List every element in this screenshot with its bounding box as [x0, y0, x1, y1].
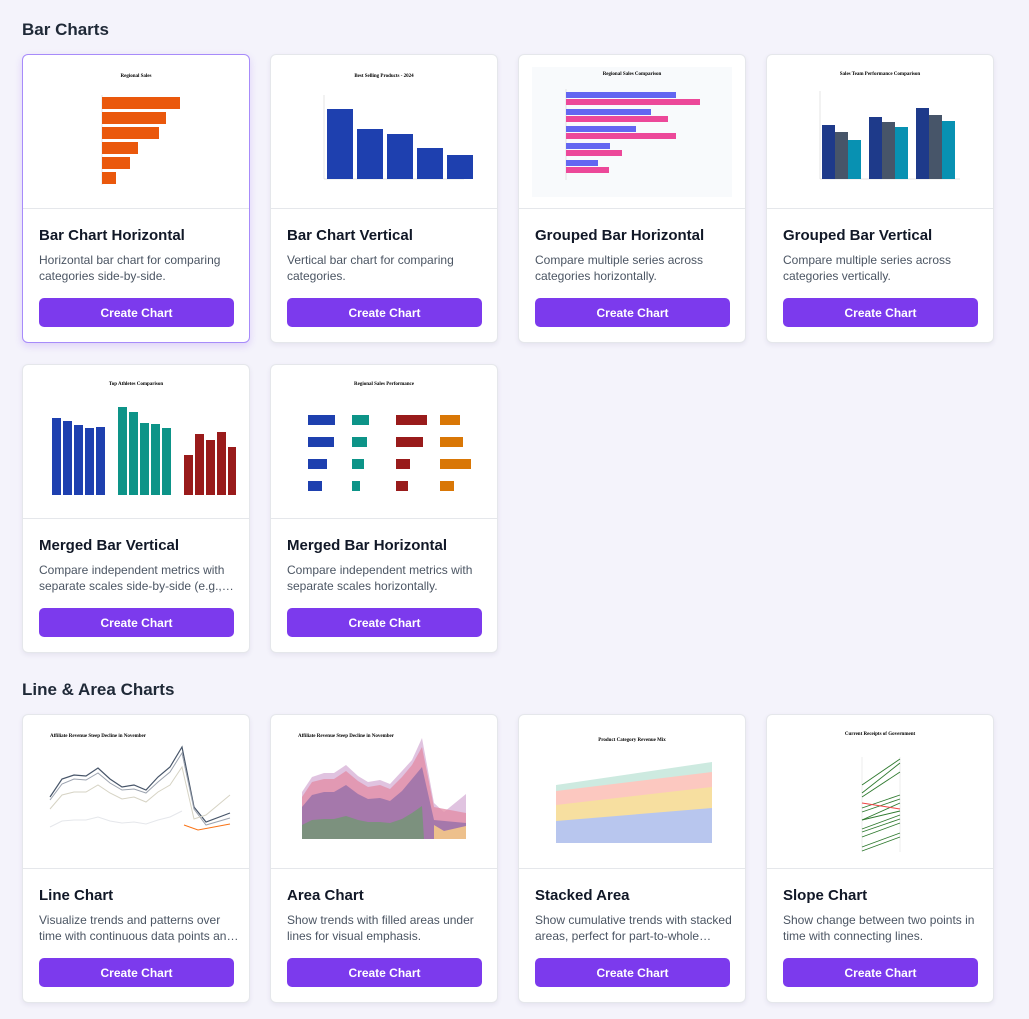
- svg-text:Sales Team Performance Compari: Sales Team Performance Comparison: [840, 72, 921, 77]
- card-title: Area Chart: [287, 887, 364, 904]
- card-description: Horizontal bar chart for comparing categ…: [39, 253, 221, 283]
- bar-horizontal-preview: Regional Sales: [101, 74, 180, 185]
- thumbnail-slope-chart: Current Receipts of Government: [767, 715, 993, 869]
- card-title: Merged Bar Horizontal: [287, 537, 448, 554]
- section-title-bar-charts: Bar Charts: [22, 20, 109, 39]
- grouped-bar-horizontal-preview: Regional Sales Comparison: [532, 66, 732, 197]
- line-area-charts-grid: Affiliate Revenue Steep Decline in Novem…: [22, 714, 994, 1003]
- svg-text:Best Selling Products - 2024: Best Selling Products - 2024: [354, 74, 414, 79]
- card-title: Grouped Bar Vertical: [783, 227, 933, 244]
- card-description: Compare independent metrics with separat…: [287, 563, 473, 593]
- svg-text:Top Athletes Comparison: Top Athletes Comparison: [109, 382, 163, 387]
- card-description: Compare independent metrics with separat…: [39, 563, 225, 593]
- template-card-merged-bar-horizontal[interactable]: Regional Sales Performance Merged Bar Ho…: [270, 364, 498, 653]
- thumbnail-merged-bar-vertical: Top Athletes Comparison: [23, 365, 249, 519]
- slope-chart-preview: Current Receipts of Government: [845, 732, 916, 852]
- card-description: Compare multiple series across categorie…: [783, 253, 952, 283]
- bar-vertical-preview: Best Selling Products - 2024: [323, 74, 473, 179]
- thumbnail-area-chart: Affiliate Revenue Steep Decline in Novem…: [271, 715, 497, 869]
- template-card-area-chart[interactable]: Affiliate Revenue Steep Decline in Novem…: [270, 714, 498, 1003]
- create-chart-button[interactable]: Create Chart: [287, 298, 482, 327]
- section-title-line-area-charts: Line & Area Charts: [22, 680, 175, 699]
- create-chart-button[interactable]: Create Chart: [783, 298, 978, 327]
- template-card-merged-bar-vertical[interactable]: Top Athletes Comparison Merged Bar Verti…: [22, 364, 250, 653]
- svg-text:Affiliate Revenue Steep Declin: Affiliate Revenue Steep Decline in Novem…: [50, 734, 147, 739]
- card-title: Bar Chart Horizontal: [39, 227, 185, 244]
- card-title: Merged Bar Vertical: [39, 537, 180, 554]
- thumbnail-grouped-bar-vertical: Sales Team Performance Comparison: [767, 55, 993, 209]
- thumbnail-line-chart: Affiliate Revenue Steep Decline in Novem…: [23, 715, 249, 869]
- svg-text:Regional Sales Performance: Regional Sales Performance: [354, 382, 415, 387]
- svg-text:Affiliate Revenue Steep Declin: Affiliate Revenue Steep Decline in Novem…: [298, 734, 395, 739]
- svg-text:Current Receipts of Government: Current Receipts of Government: [845, 732, 916, 737]
- stacked-area-preview: Product Category Revenue Mix: [556, 738, 712, 843]
- template-card-bar-chart-horizontal[interactable]: Regional Sales Bar Chart Horizontal Hori…: [22, 54, 250, 343]
- merged-bar-vertical-preview: Top Athletes Comparison: [52, 382, 236, 495]
- card-title: Slope Chart: [783, 887, 868, 904]
- card-title: Line Chart: [39, 887, 114, 904]
- merged-bar-horizontal-preview: Regional Sales Performance: [308, 382, 471, 491]
- template-card-line-chart[interactable]: Affiliate Revenue Steep Decline in Novem…: [22, 714, 250, 1003]
- template-card-stacked-area[interactable]: Product Category Revenue Mix Stacked Are…: [518, 714, 746, 1003]
- svg-text:Regional Sales: Regional Sales: [121, 74, 152, 79]
- thumbnail-grouped-bar-horizontal: Regional Sales Comparison: [519, 55, 745, 209]
- card-description: Compare multiple series across categorie…: [535, 253, 704, 283]
- grouped-bar-vertical-preview: Sales Team Performance Comparison: [819, 72, 960, 179]
- create-chart-button[interactable]: Create Chart: [287, 958, 482, 987]
- thumbnail-stacked-area: Product Category Revenue Mix: [519, 715, 745, 869]
- card-description: Show cumulative trends with stacked area…: [535, 913, 732, 943]
- create-chart-button[interactable]: Create Chart: [39, 298, 234, 327]
- thumbnail-bar-horizontal: Regional Sales: [23, 55, 249, 209]
- template-card-bar-chart-vertical[interactable]: Best Selling Products - 2024 Bar Chart V…: [270, 54, 498, 343]
- template-card-grouped-bar-horizontal[interactable]: Regional Sales Comparison Grouped Bar Ho…: [518, 54, 746, 343]
- card-description: Vertical bar chart for comparing categor…: [287, 253, 454, 283]
- create-chart-button[interactable]: Create Chart: [39, 958, 234, 987]
- line-chart-preview: Affiliate Revenue Steep Decline in Novem…: [49, 734, 231, 831]
- create-chart-button[interactable]: Create Chart: [287, 608, 482, 637]
- create-chart-button[interactable]: Create Chart: [535, 958, 730, 987]
- create-chart-button[interactable]: Create Chart: [39, 608, 234, 637]
- create-chart-button[interactable]: Create Chart: [783, 958, 978, 987]
- bar-charts-grid: Regional Sales Bar Chart Horizontal Hori…: [22, 54, 994, 653]
- create-chart-button[interactable]: Create Chart: [535, 298, 730, 327]
- svg-text:Regional Sales Comparison: Regional Sales Comparison: [603, 72, 662, 77]
- svg-text:Product Category Revenue Mix: Product Category Revenue Mix: [598, 738, 666, 743]
- card-description: Show trends with filled areas under line…: [287, 913, 474, 943]
- thumbnail-merged-bar-horizontal: Regional Sales Performance: [271, 365, 497, 519]
- card-title: Bar Chart Vertical: [287, 227, 413, 244]
- thumbnail-bar-vertical: Best Selling Products - 2024: [271, 55, 497, 209]
- area-chart-preview: Affiliate Revenue Steep Decline in Novem…: [298, 734, 466, 839]
- template-card-slope-chart[interactable]: Current Receipts of Government Slope Cha…: [766, 714, 994, 1003]
- card-description: Visualize trends and patterns over time …: [39, 913, 234, 943]
- template-card-grouped-bar-vertical[interactable]: Sales Team Performance Comparison Groupe…: [766, 54, 994, 343]
- card-title: Grouped Bar Horizontal: [535, 227, 705, 244]
- card-title: Stacked Area: [535, 887, 630, 904]
- card-description: Show change between two points in time w…: [783, 913, 975, 943]
